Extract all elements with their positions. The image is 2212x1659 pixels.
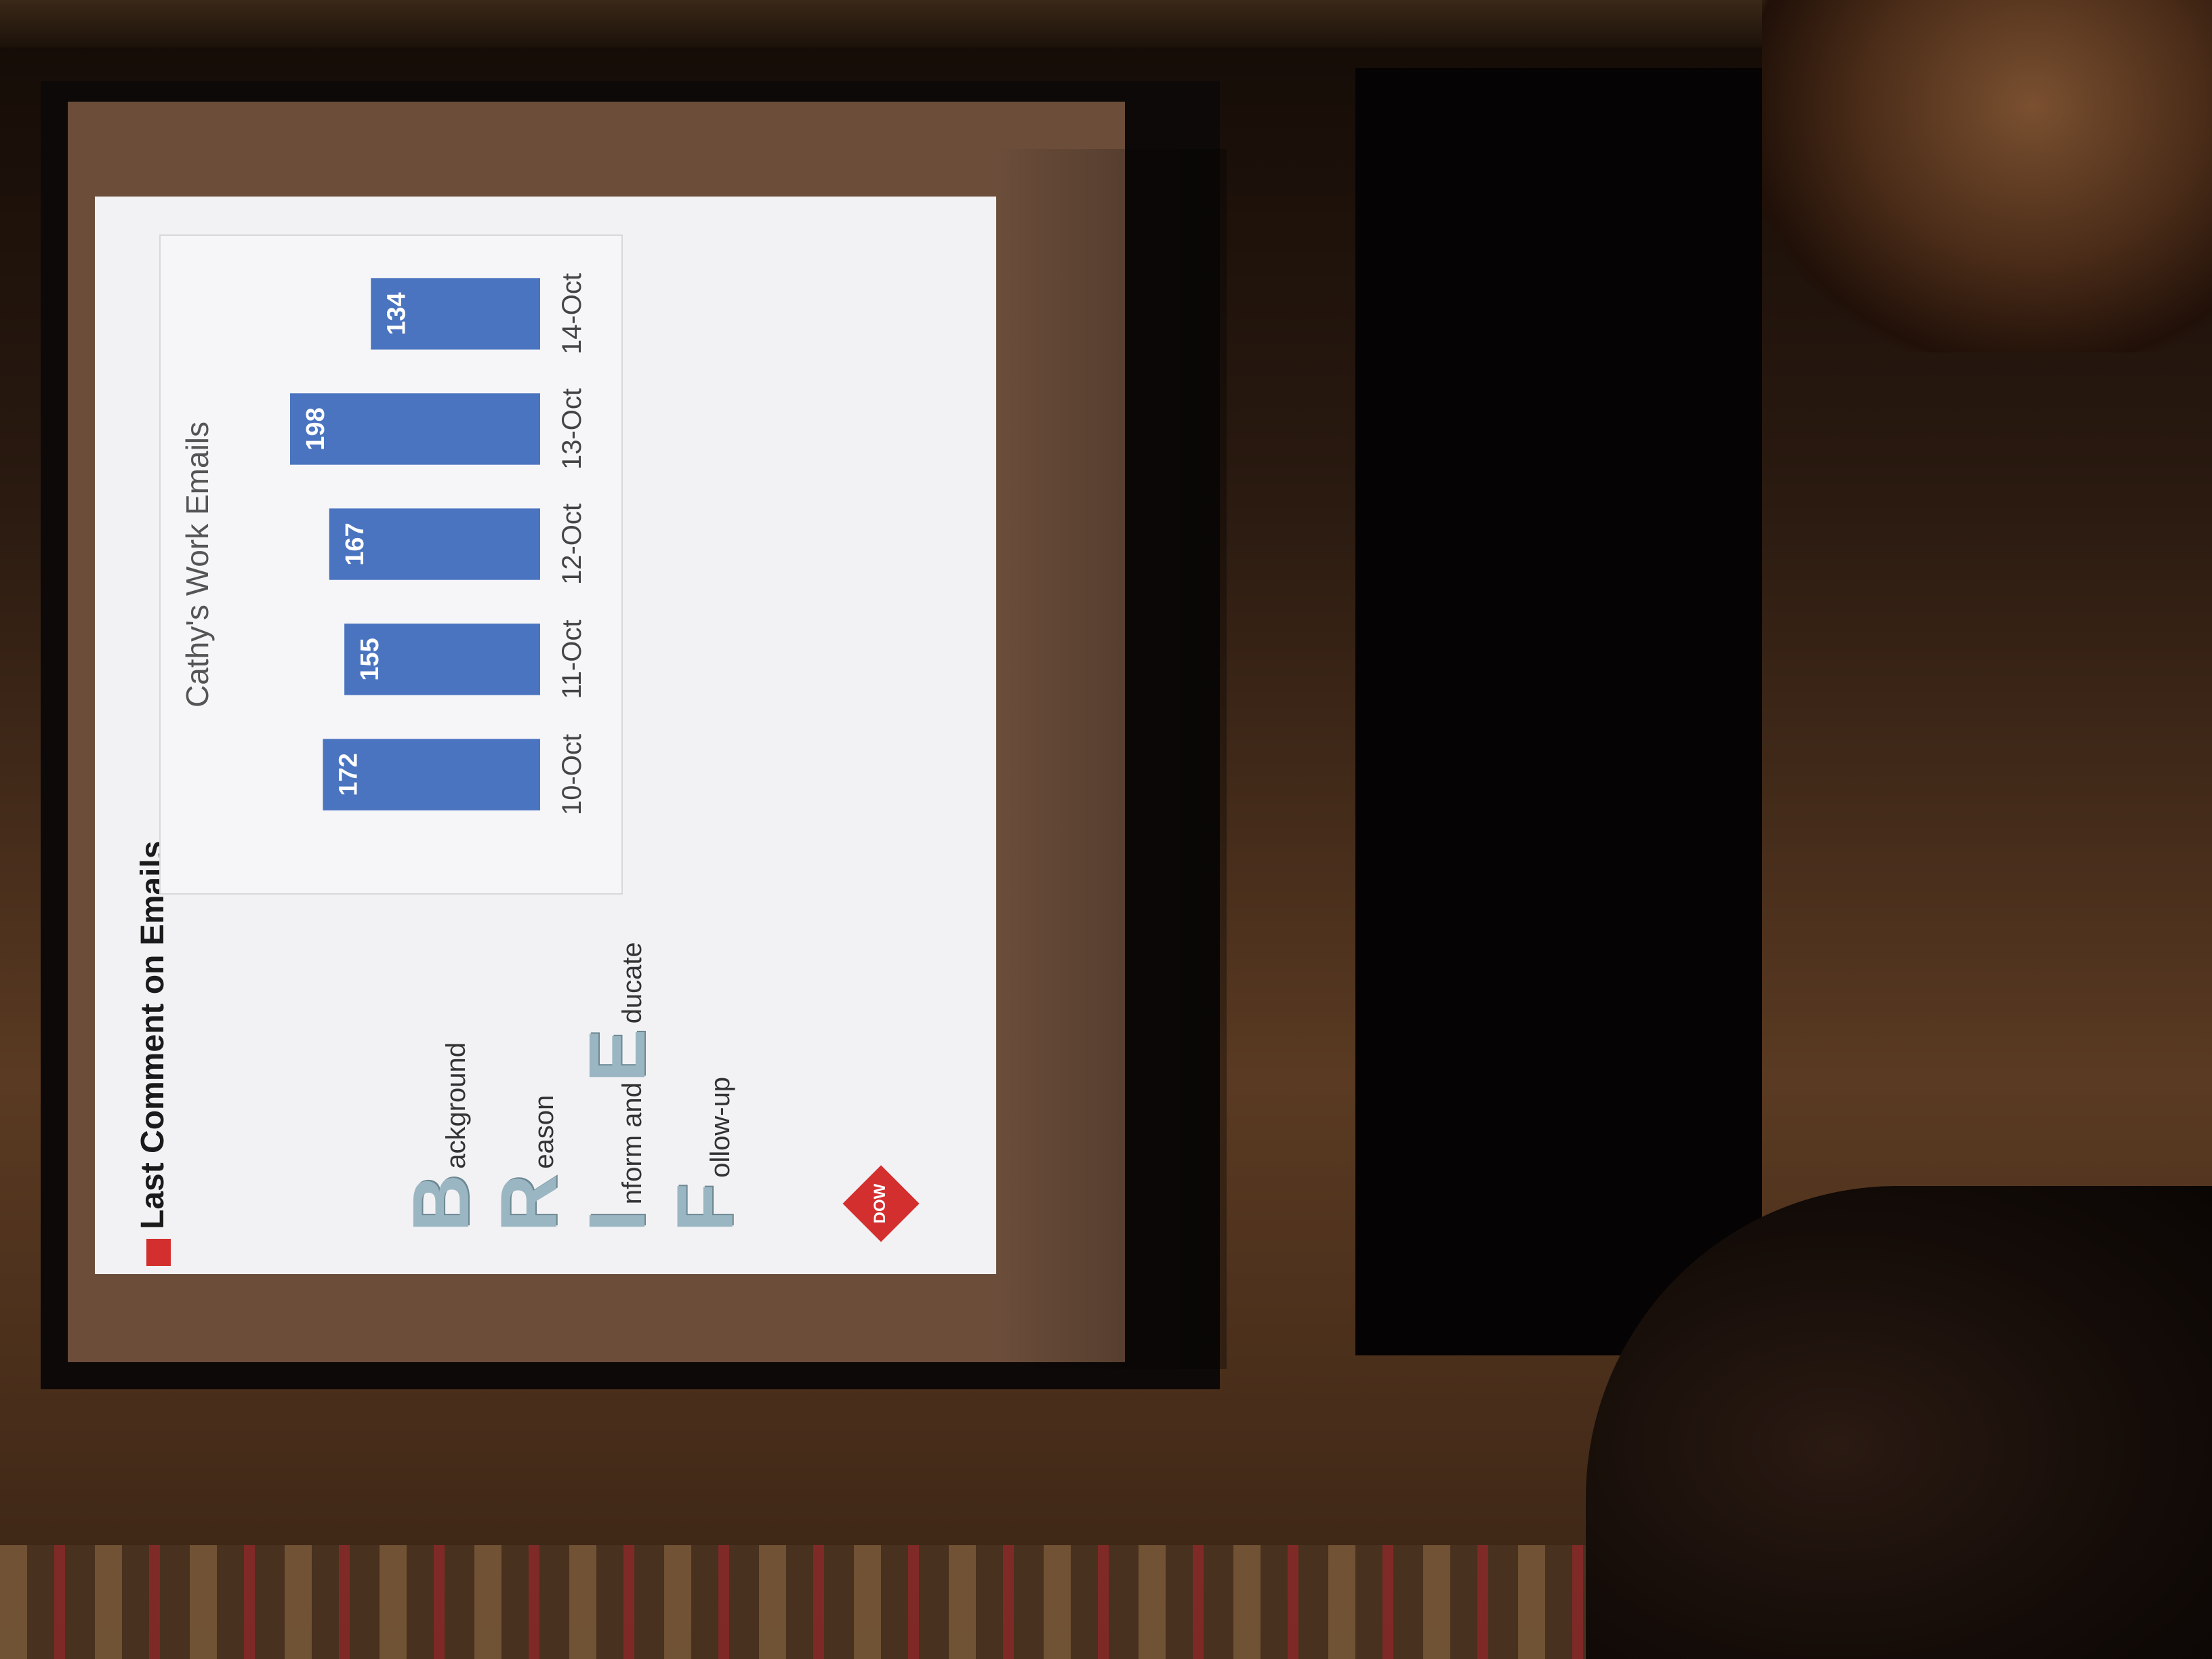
audience-head-curly	[1762, 0, 2212, 352]
chart-bar	[323, 739, 540, 811]
mnemonic-letter: R	[485, 1174, 574, 1232]
mnemonic-text: nform and	[617, 1082, 647, 1205]
chart-bar	[371, 278, 541, 350]
mnemonic-letter: E	[573, 1029, 662, 1083]
mnemonic-letter: B	[396, 1174, 486, 1232]
chart-x-tick-label: 10-Oct	[557, 734, 587, 815]
chart-data-label: 155	[356, 638, 384, 680]
chart-bar	[344, 623, 540, 695]
chart-data-label: 172	[334, 753, 363, 796]
chart-x-tick-label: 11-Oct	[557, 619, 587, 699]
screen-shadow	[996, 149, 1227, 1369]
mnemonic-text: eason	[529, 1094, 559, 1169]
slide-container: Last Comment on Emails B ackground R eas…	[95, 197, 996, 1274]
presentation-slide: Last Comment on Emails B ackground R eas…	[95, 197, 996, 1274]
chart-data-label: 198	[302, 407, 330, 450]
chart-data-label: 167	[341, 523, 369, 565]
stage-backdrop	[1355, 68, 1762, 1355]
mnemonic-letter: I	[573, 1210, 662, 1232]
slide-title: Last Comment on Emails	[135, 840, 171, 1229]
title-accent-bar	[146, 1239, 171, 1266]
mnemonic-text: ducate	[617, 942, 647, 1024]
chart-bar	[329, 508, 540, 580]
bar-chart: Cathy's Work Emails 172 10-Oct 155 11-Oct 167…	[159, 234, 623, 895]
mnemonic-text: ackground	[441, 1042, 471, 1169]
chart-data-label: 134	[382, 292, 411, 335]
mnemonic-row-f: F ollow-up	[657, 825, 750, 1232]
dow-logo-text: DOW	[871, 1183, 889, 1224]
chart-x-tick-label: 14-Oct	[557, 273, 587, 354]
mnemonic-text: ollow-up	[705, 1076, 735, 1178]
audience-head-foreground	[1586, 1186, 2212, 1659]
chart-title: Cathy's Work Emails	[180, 422, 215, 708]
bar-chart-svg: Cathy's Work Emails 172 10-Oct 155 11-Oct 167…	[180, 273, 587, 815]
chart-x-tick-label: 13-Oct	[557, 388, 587, 470]
chart-bar	[290, 393, 540, 465]
mnemonic-letter: F	[661, 1183, 750, 1232]
chart-x-tick-label: 12-Oct	[557, 504, 587, 585]
